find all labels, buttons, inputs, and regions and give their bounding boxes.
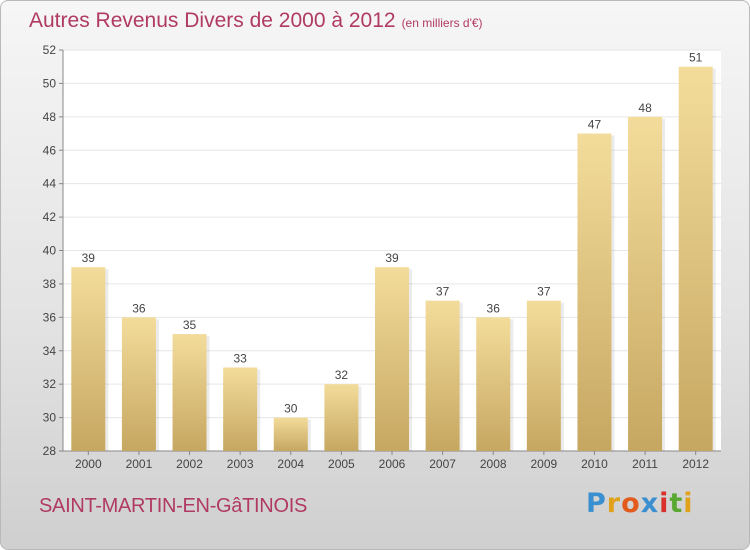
x-tick-label: 2008	[480, 457, 507, 471]
x-tick-label: 2011	[632, 457, 658, 471]
bar-value-label: 37	[436, 285, 450, 299]
bar	[628, 116, 663, 451]
bar-value-label: 47	[588, 118, 602, 132]
y-tick-label: 52	[43, 43, 57, 57]
bar	[375, 267, 409, 451]
y-tick-label: 30	[43, 411, 57, 425]
logo-letter: t	[669, 488, 684, 519]
commune-name: SAINT-MARTIN-EN-GâTINOIS	[39, 495, 308, 517]
bar	[121, 317, 156, 451]
bar-value-label: 35	[183, 318, 197, 332]
x-tick-label: 2007	[429, 457, 456, 471]
x-tick-label: 2003	[227, 457, 254, 471]
x-tick-label: 2005	[328, 457, 355, 471]
bar-value-label: 33	[233, 351, 247, 365]
bar	[577, 133, 612, 451]
bar	[476, 317, 511, 451]
bar-value-label: 37	[537, 285, 551, 299]
y-tick-label: 50	[43, 76, 57, 90]
x-tick-label: 2001	[126, 457, 153, 471]
y-tick-label: 34	[43, 344, 57, 358]
bar	[71, 267, 106, 451]
x-tick-label: 2004	[277, 457, 304, 471]
bar-value-label: 36	[132, 301, 146, 315]
bar-value-label: 36	[487, 301, 501, 315]
x-tick-label: 2006	[379, 457, 406, 471]
logo-letter: P	[586, 488, 607, 519]
logo-letter: x	[640, 488, 660, 519]
y-tick-label: 44	[43, 177, 57, 191]
logo-letter: r	[606, 488, 622, 519]
y-tick-label: 38	[43, 277, 57, 291]
unit-note: (en milliers d'€)	[401, 16, 483, 30]
bar	[678, 66, 713, 451]
bar-value-label: 32	[335, 368, 349, 382]
x-tick-label: 2012	[682, 457, 709, 471]
y-tick-label: 46	[43, 143, 57, 157]
proxiti-logo: Proxiti	[586, 488, 694, 519]
x-tick-label: 2000	[75, 457, 102, 471]
bar	[223, 367, 258, 451]
x-tick-label: 2002	[176, 457, 203, 471]
bar-value-label: 51	[689, 51, 703, 65]
y-tick-label: 32	[43, 377, 57, 391]
bar	[526, 300, 561, 451]
logo-letter: i	[659, 488, 670, 519]
logo-letter: o	[621, 488, 641, 519]
bar-value-label: 30	[284, 402, 298, 416]
bar-value-label: 48	[638, 101, 652, 115]
chart-title: Autres Revenus Divers de 2000 à 2012 (en …	[29, 9, 483, 33]
y-tick-label: 36	[43, 310, 57, 324]
logo-letter: i	[683, 488, 694, 519]
bar	[172, 334, 207, 451]
y-tick-label: 42	[43, 210, 57, 224]
bar	[425, 300, 460, 451]
bar-value-label: 39	[385, 251, 399, 265]
x-tick-label: 2009	[530, 457, 557, 471]
y-tick-label: 28	[43, 444, 57, 458]
chart-title-text: Autres Revenus Divers de 2000 à 2012	[29, 9, 396, 32]
y-tick-label: 48	[43, 110, 57, 124]
bar	[273, 417, 308, 451]
bar	[324, 384, 359, 451]
y-tick-label: 40	[43, 244, 57, 258]
bar-value-label: 39	[82, 251, 96, 265]
x-tick-label: 2010	[581, 457, 608, 471]
